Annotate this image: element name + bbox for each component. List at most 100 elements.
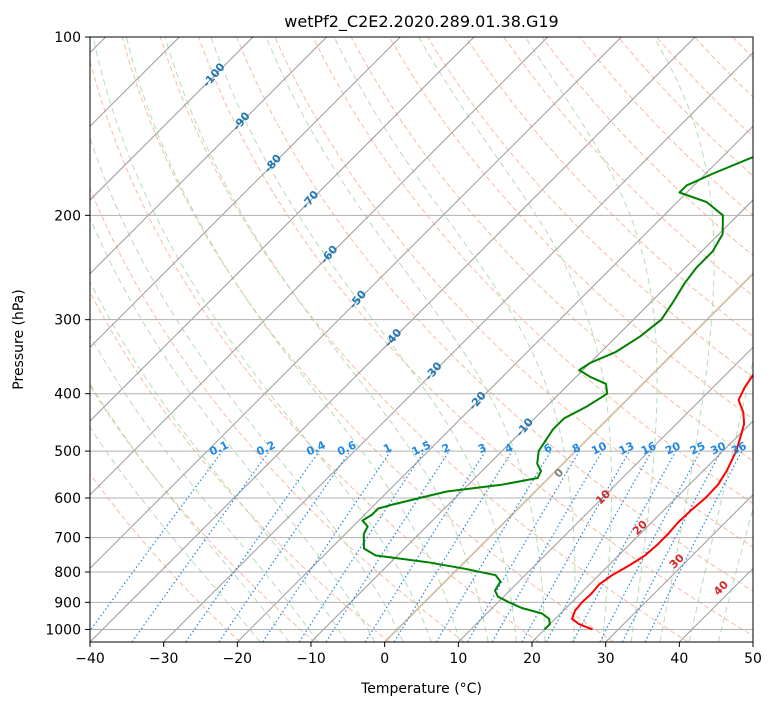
line-labels: 0.1 0.2 0.4 0.6 1 1.5 2 3 4 6 8 10 13 16 20 25 30 36-100-…	[200, 60, 749, 598]
y-tick-label: 700	[54, 531, 81, 547]
isotherm-line	[457, 346, 753, 642]
dry-adiabat	[541, 37, 753, 257]
x-axis-label: Temperature (°C)	[360, 681, 482, 697]
isotherm-line	[605, 493, 753, 642]
isotherm-line	[90, 37, 549, 496]
freezing-isotherm	[383, 272, 753, 642]
x-tick-label: −40	[75, 651, 105, 667]
profile-lines	[361, 156, 753, 631]
mixing-ratio-line	[393, 450, 513, 642]
mixing-ratio-line	[644, 450, 743, 642]
y-tick-label: 600	[54, 491, 81, 507]
dry-adiabat	[656, 37, 753, 138]
mixing-ratio-line	[572, 450, 677, 642]
mixing-ratio-label: 0.6	[335, 438, 358, 458]
dry-adiabat	[90, 472, 241, 642]
axes: −40 −30 −20 −10 0 10 20 30 40 5010020030040050060…	[45, 30, 762, 667]
dry-adiabat	[388, 37, 753, 420]
dry-adiabat	[159, 37, 689, 642]
dry-adiabat	[90, 59, 540, 642]
moist-adiabat	[125, 37, 461, 642]
mixing-ratio-label: 1.5	[410, 438, 433, 458]
mixing-ratio-line	[262, 450, 392, 642]
dry-adiabat	[121, 37, 614, 642]
y-tick-label: 400	[54, 387, 81, 403]
moist-adiabat	[90, 136, 404, 642]
mixing-ratio-label: 20	[663, 439, 683, 457]
mixing-ratio-label: 4	[503, 441, 516, 456]
isotherm-line	[90, 37, 696, 642]
moist-adiabat	[688, 358, 753, 642]
dry-adiabat	[465, 37, 753, 338]
moist-adiabat	[418, 37, 613, 642]
mixing-ratio-label: 0.2	[254, 438, 277, 458]
mixing-ratio-label: 25	[688, 439, 707, 457]
mixing-ratio-line	[90, 450, 223, 632]
chart-title: wetPf2_C2E2.2020.289.01.38.G19	[284, 12, 558, 32]
isotherm-line	[310, 199, 753, 642]
dry-adiabat	[90, 384, 316, 642]
isotherm-line	[384, 272, 753, 642]
background-lines	[90, 37, 775, 642]
isotherm-line	[752, 641, 753, 642]
mixing-ratio-label: 13	[617, 439, 636, 457]
moist-adiabat	[90, 426, 261, 642]
dry-adiabat	[732, 37, 753, 59]
x-tick-label: 0	[380, 651, 389, 667]
y-tick-label: 500	[54, 444, 81, 460]
x-tick-label: 20	[523, 651, 541, 667]
moist-adiabat	[90, 334, 319, 642]
mixing-ratio-label: 6	[542, 441, 555, 456]
moist-adiabat	[524, 37, 658, 642]
isotherm-line	[531, 420, 753, 642]
x-tick-label: 10	[449, 651, 467, 667]
dry-adiabat-label: -100	[200, 60, 228, 90]
moist-adiabat	[333, 37, 576, 642]
moist-adiabat	[653, 37, 715, 642]
temperature-line	[571, 373, 753, 631]
plot-frame	[89, 36, 754, 643]
y-tick-label: 800	[54, 565, 81, 581]
dry-adiabat	[274, 37, 753, 548]
mixing-ratio-label: 0.4	[304, 438, 327, 458]
mixing-ratio-label: 36	[729, 439, 749, 457]
mixing-ratio-line	[218, 450, 351, 642]
mixing-ratio-label: 16	[639, 439, 659, 457]
moist-adiabat	[265, 37, 546, 642]
dry-adiabat	[426, 37, 753, 378]
moist-adiabat	[717, 506, 753, 642]
x-tick-label: 50	[744, 651, 762, 667]
mixing-ratio-label: 1	[381, 441, 393, 456]
y-tick-label: 900	[54, 595, 81, 611]
mixing-ratio-line	[621, 450, 722, 642]
isotherm-line	[90, 37, 328, 275]
mixing-ratio-line	[131, 450, 270, 642]
x-tick-label: −20	[223, 651, 253, 667]
y-axis-label: Pressure (hPa)	[11, 289, 27, 389]
mixing-ratio-line	[545, 450, 653, 642]
isotherm-line	[90, 37, 254, 201]
x-tick-label: −30	[149, 651, 179, 667]
dry-adiabat	[90, 291, 390, 642]
y-tick-label: 200	[54, 208, 81, 224]
isotherm-line	[90, 37, 475, 422]
dry-adiabat	[771, 37, 775, 642]
y-tick-label: 1000	[45, 622, 81, 638]
moist-adiabat-label: 30	[667, 551, 687, 571]
isotherm-line	[678, 567, 753, 642]
moist-adiabat	[164, 37, 489, 642]
mixing-ratio-line	[298, 450, 425, 642]
mixing-ratio-label: 30	[708, 439, 728, 457]
mixing-ratio-line	[185, 450, 320, 642]
moist-adiabat	[92, 37, 432, 642]
mixing-ratio-label: 10	[589, 439, 609, 457]
dry-adiabat	[236, 37, 753, 592]
isotherm-line	[90, 37, 401, 349]
isotherm-line	[163, 51, 753, 642]
isotherm-line	[90, 37, 622, 570]
x-tick-label: 40	[670, 651, 688, 667]
moist-adiabat	[210, 37, 517, 642]
dry-adiabat	[503, 37, 753, 297]
moist-adiabat	[90, 382, 290, 642]
